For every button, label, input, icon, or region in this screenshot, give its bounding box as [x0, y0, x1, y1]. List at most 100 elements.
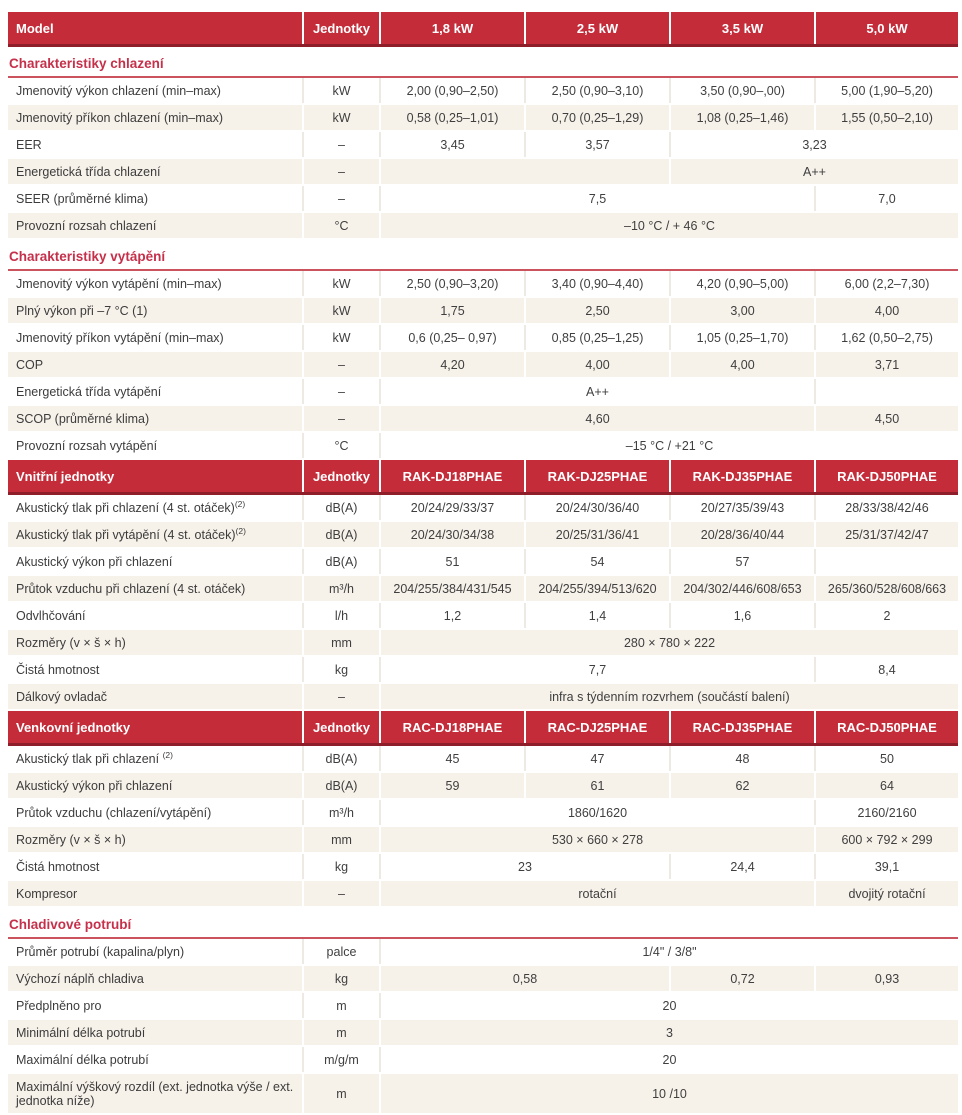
value-cell: 2160/2160 — [815, 799, 958, 827]
value-cell: 0,6 (0,25– 0,97) — [380, 324, 526, 352]
value-cell: 23 — [380, 853, 671, 881]
row-label: EER — [8, 131, 304, 159]
table-row: Plný výkon při –7 °C (1) kW 1,75 2,50 3,00 4,… — [8, 297, 958, 325]
value-cell: 20 — [380, 992, 958, 1020]
value-cell: 1,2 — [380, 602, 526, 630]
row-label-text: Akustický tlak při chlazení — [16, 752, 163, 766]
section-title: Charakteristiky vytápění — [8, 240, 958, 271]
row-label: Jmenovitý výkon vytápění (min–max) — [8, 271, 304, 298]
row-label: Akustický výkon při chlazení — [8, 772, 304, 800]
value-cell: –10 °C / + 46 °C — [380, 212, 958, 240]
header-title-cell: Venkovní jednotky — [8, 710, 304, 746]
value-cell: 1,4 — [525, 602, 671, 630]
row-label-text: Akustický výkon při chlazení — [16, 779, 173, 793]
row-label: Provozní rozsah chlazení — [8, 212, 304, 240]
value-cell: 1,75 — [380, 297, 526, 325]
value-cell: 7,7 — [380, 656, 816, 684]
header-model-cell: RAK-DJ35PHAE — [670, 459, 816, 495]
value-cell: 20/24/30/36/40 — [525, 493, 671, 522]
table-row: Energetická třída vytápění – A++ — [8, 378, 958, 406]
row-label-text: Čistá hmotnost — [16, 860, 100, 874]
value-cell: 3 — [380, 1019, 958, 1047]
value-cell: 4,00 — [670, 351, 816, 379]
table-row: Provozní rozsah chlazení °C –10 °C / + 46 … — [8, 212, 958, 240]
value-cell: 0,85 (0,25–1,25) — [525, 324, 671, 352]
value-cell: 25/31/37/42/47 — [815, 521, 958, 549]
unit-cell: – — [303, 158, 381, 186]
value-cell: 1,6 — [670, 602, 816, 630]
header-units-cell: Jednotky — [303, 12, 381, 47]
row-label-text: Jmenovitý výkon chlazení (min–max) — [16, 84, 221, 98]
unit-cell: – — [303, 185, 381, 213]
value-cell: infra s týdenním rozvrhem (součástí bale… — [380, 683, 958, 711]
section-title-row: Charakteristiky vytápění — [8, 239, 958, 271]
row-label: Odvlhčování — [8, 602, 304, 630]
header-model-cell: 1,8 kW — [380, 12, 526, 47]
value-cell: 3,00 — [670, 297, 816, 325]
value-cell: 0,58 (0,25–1,01) — [380, 104, 526, 132]
row-label: Rozměry (v × š × h) — [8, 826, 304, 854]
value-cell: 4,20 (0,90–5,00) — [670, 271, 816, 298]
table-row: Odvlhčování l/h 1,2 1,4 1,6 2 — [8, 602, 958, 630]
row-label: Výchozí náplň chladiva — [8, 965, 304, 993]
value-cell: 28/33/38/42/46 — [815, 493, 958, 522]
value-cell: 2,50 (0,90–3,20) — [380, 271, 526, 298]
table-row: Maximální výškový rozdíl (ext. jednotka … — [8, 1073, 958, 1115]
header-model-cell: RAK-DJ50PHAE — [815, 459, 958, 495]
row-label: Akustický tlak při chlazení (2) — [8, 744, 304, 773]
unit-cell: kg — [303, 853, 381, 881]
value-cell: 45 — [380, 744, 526, 773]
table-row: Jmenovitý příkon chlazení (min–max) kW 0,5… — [8, 104, 958, 132]
unit-cell: kg — [303, 965, 381, 993]
table-row: Kompresor – rotační dvojitý rotační — [8, 880, 958, 908]
table-row: SEER (průměrné klima) –7,5 7,0 — [8, 185, 958, 213]
value-cell: 0,93 — [815, 965, 958, 993]
row-label-text: Kompresor — [16, 887, 78, 901]
header-units-cell: Jednotky — [303, 710, 381, 746]
row-label: Plný výkon při –7 °C (1) — [8, 297, 304, 325]
row-label-text: Rozměry (v × š × h) — [16, 833, 126, 847]
row-label: Jmenovitý příkon vytápění (min–max) — [8, 324, 304, 352]
value-cell: dvojitý rotační — [815, 880, 958, 908]
table-row: Předplněno pro m 20 — [8, 992, 958, 1020]
table-header-row: Model Jednotky 1,8 kW 2,5 kW 3,5 kW 5,0 kW — [8, 12, 958, 47]
section-title: Chladivové potrubí — [8, 908, 958, 939]
row-label-text: Dálkový ovladač — [16, 690, 108, 704]
header-model-cell: 3,5 kW — [670, 12, 816, 47]
unit-cell: kg — [303, 656, 381, 684]
value-cell: 61 — [525, 772, 671, 800]
row-label-text: Akustický výkon při chlazení — [16, 555, 173, 569]
table-row: Energetická třída chlazení – A++ — [8, 158, 958, 186]
row-label-text: EER — [16, 138, 42, 152]
value-cell: 1860/1620 — [380, 799, 816, 827]
header-model-cell: RAC-DJ35PHAE — [670, 710, 816, 746]
row-label: Akustický výkon při chlazení — [8, 548, 304, 576]
unit-cell: mm — [303, 629, 381, 657]
value-cell: 8,4 — [815, 656, 958, 684]
value-cell: 3,71 — [815, 351, 958, 379]
unit-cell: dB(A) — [303, 493, 381, 522]
unit-cell: kW — [303, 297, 381, 325]
unit-cell: m — [303, 1019, 381, 1047]
value-cell: 3,50 (0,90–,00) — [670, 78, 816, 105]
value-cell: 20/25/31/36/41 — [525, 521, 671, 549]
table-row: Maximální délka potrubí m/g/m 20 — [8, 1046, 958, 1074]
table-row: SCOP (průměrné klima) –4,60 4,50 — [8, 405, 958, 433]
value-cell: 10 /10 — [380, 1073, 958, 1115]
row-label: Energetická třída vytápění — [8, 378, 304, 406]
header-model-cell: RAK-DJ18PHAE — [380, 459, 526, 495]
row-label-text: Akustický tlak při vytápění (4 st. otáče… — [16, 528, 236, 542]
value-cell: rotační — [380, 880, 816, 908]
table-row: EER –3,45 3,57 3,23 — [8, 131, 958, 159]
value-cell: 1,05 (0,25–1,70) — [670, 324, 816, 352]
row-label: Akustický tlak při chlazení (4 st. otáče… — [8, 493, 304, 522]
value-cell: 48 — [670, 744, 816, 773]
value-cell: 0,70 (0,25–1,29) — [525, 104, 671, 132]
unit-cell: – — [303, 683, 381, 711]
row-label: Jmenovitý příkon chlazení (min–max) — [8, 104, 304, 132]
value-cell — [815, 548, 958, 576]
row-label: Předplněno pro — [8, 992, 304, 1020]
row-label-text: Provozní rozsah vytápění — [16, 439, 158, 453]
unit-cell: – — [303, 880, 381, 908]
unit-cell: – — [303, 351, 381, 379]
